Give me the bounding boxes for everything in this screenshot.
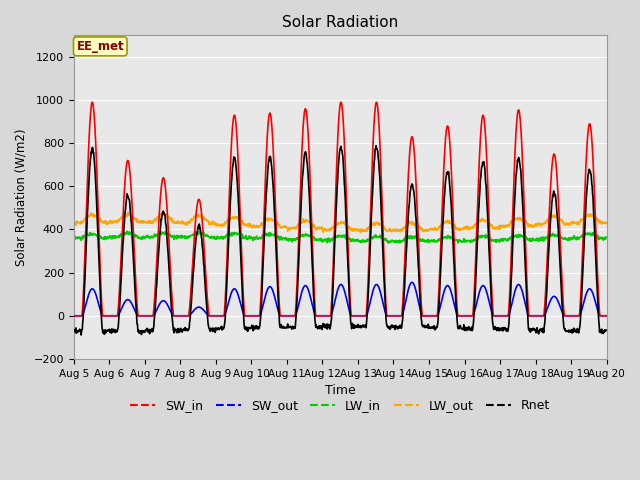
X-axis label: Time: Time (325, 384, 356, 397)
Text: EE_met: EE_met (76, 40, 124, 53)
Y-axis label: Solar Radiation (W/m2): Solar Radiation (W/m2) (15, 128, 28, 266)
Title: Solar Radiation: Solar Radiation (282, 15, 398, 30)
Legend: SW_in, SW_out, LW_in, LW_out, Rnet: SW_in, SW_out, LW_in, LW_out, Rnet (125, 395, 556, 418)
